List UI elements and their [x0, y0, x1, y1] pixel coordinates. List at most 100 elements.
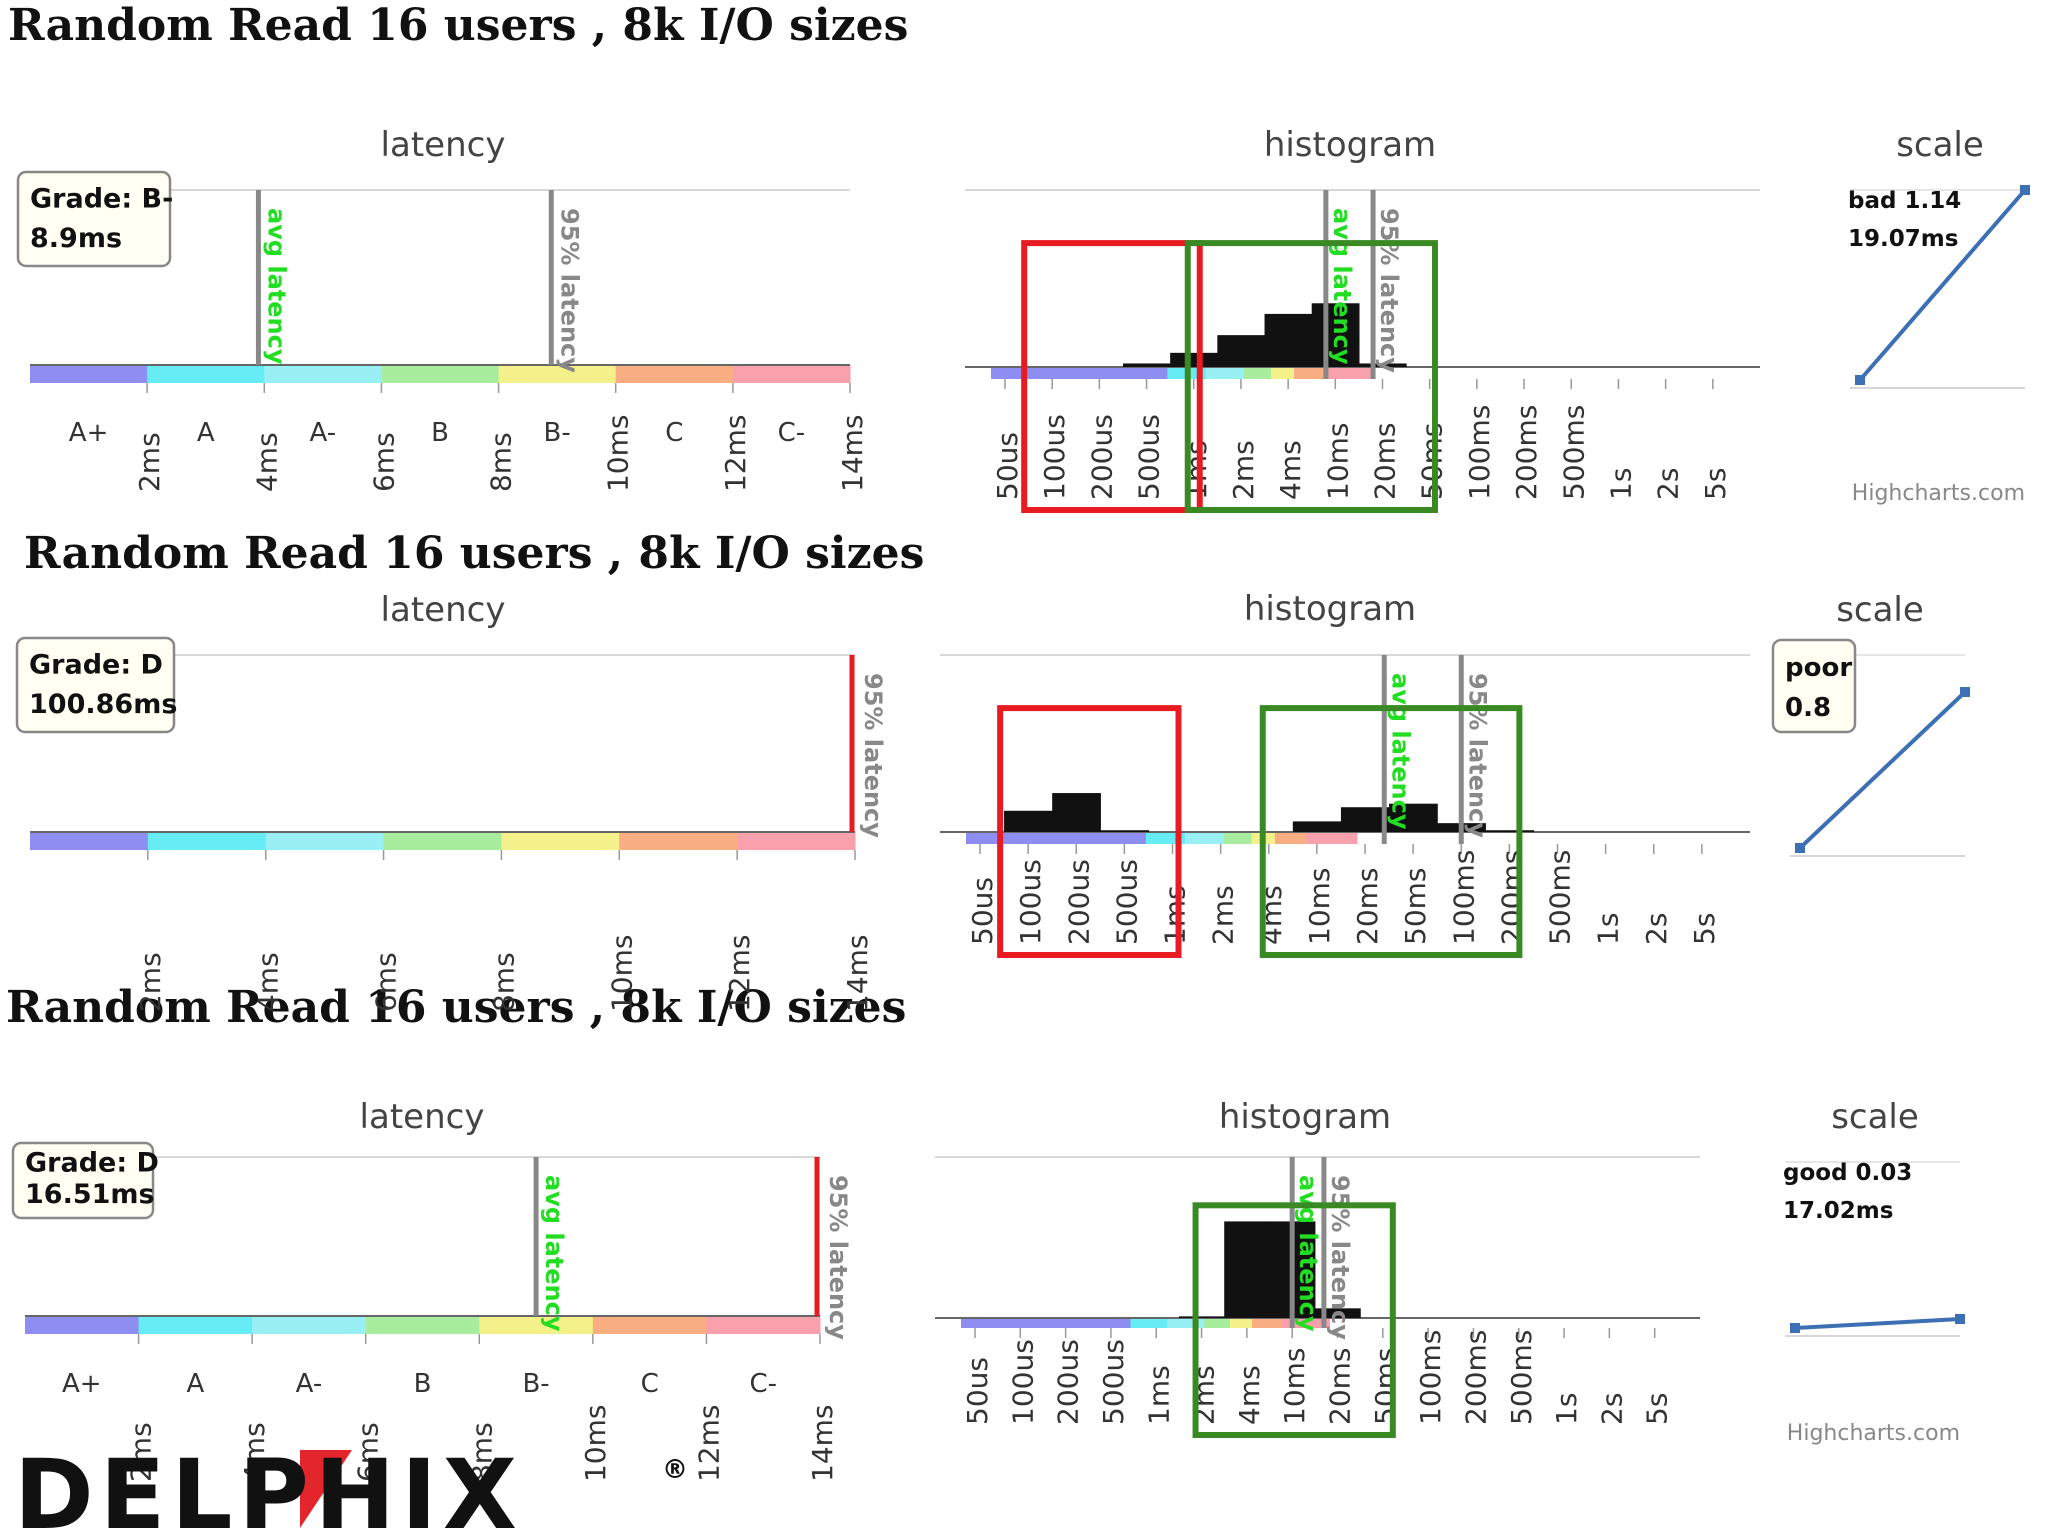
- axis-tick-label: 2s: [1640, 913, 1673, 945]
- axis-tick-label: 200us: [1062, 859, 1095, 945]
- axis-tick-label: 2ms: [1188, 1365, 1221, 1425]
- grade-band: [619, 832, 738, 850]
- histogram-bar: [1314, 1308, 1361, 1318]
- grade-label: Grade: D: [29, 650, 163, 681]
- axis-tick-label: 100ms: [1447, 850, 1480, 945]
- grade-band: [30, 832, 149, 850]
- grade-band: [138, 1316, 253, 1334]
- grade-box: [11, 1141, 155, 1220]
- axis-tick-label: 4ms: [1274, 440, 1307, 500]
- chart-title: scale: [1831, 1097, 1919, 1137]
- histogram-bar: [1052, 793, 1101, 832]
- latency-chart: latency 2ms 4ms 6ms 8ms 10ms 12ms 14ms 95% laten…: [15, 590, 887, 1012]
- grade-band: [966, 832, 1147, 844]
- axis-tick-label: 8ms: [465, 1422, 498, 1482]
- grade-band: [25, 1316, 140, 1334]
- axis-tick-label: 50us: [966, 877, 999, 945]
- avg-latency-label: avg latency: [1294, 1175, 1322, 1332]
- histogram-bar: [1358, 363, 1407, 367]
- axis-tick-label: 12ms: [692, 1405, 725, 1483]
- grade-band: [498, 365, 617, 383]
- grade-band-label: C: [641, 1369, 659, 1399]
- axis-tick-label: 4ms: [250, 432, 283, 492]
- p95-latency-label: 95% latency: [1375, 208, 1403, 373]
- axis-tick-label: 50ms: [1399, 868, 1432, 946]
- grade-band-label: C-: [778, 418, 806, 448]
- grade-value: 100.86ms: [29, 689, 177, 720]
- axis-tick-label: 5s: [1641, 1393, 1674, 1425]
- axis-tick-label: 6ms: [367, 432, 400, 492]
- chart-title: histogram: [1244, 589, 1416, 629]
- histogram-chart: histogram 50us 100us 200us 500us 1ms 2ms 4ms 10m…: [965, 125, 1760, 513]
- axis-tick-label: 100us: [1038, 414, 1071, 500]
- axis-tick-label: 2ms: [1207, 885, 1240, 945]
- axis-tick-label: 10ms: [579, 1405, 612, 1483]
- histogram-bar: [1485, 830, 1535, 832]
- grade-band: [1252, 1318, 1283, 1328]
- axis-tick-label: 200us: [1085, 414, 1118, 500]
- histogram-bar: [1100, 830, 1150, 832]
- chart-title: latency: [381, 590, 506, 630]
- p95-latency-label: 95% latency: [1463, 673, 1491, 838]
- axis-tick-label: 1ms: [1159, 885, 1192, 945]
- chart-title: scale: [1836, 590, 1924, 630]
- histogram-chart: histogram 50us 100us 200us 500us 1ms 2ms 4ms 10m…: [940, 589, 1750, 958]
- latency-chart: latency 2ms 4ms 6ms 8ms 10ms 12ms 14ms A+ A A- B B- C…: [16, 125, 869, 493]
- axis-tick-label: 2ms: [1227, 440, 1260, 500]
- axis-tick-label: 2ms: [125, 1422, 158, 1482]
- grade-band-label: B: [414, 1369, 432, 1399]
- grade-band-label: B-: [544, 418, 571, 448]
- axis-tick-label: 500ms: [1505, 1330, 1538, 1425]
- axis-tick-label: 6ms: [352, 1422, 385, 1482]
- axis-tick-label: 200ms: [1510, 405, 1543, 500]
- scale-label-line2: 17.02ms: [1783, 1198, 1893, 1224]
- grade-band: [592, 1316, 707, 1334]
- grade-band-label: A-: [310, 418, 337, 448]
- highcharts-watermark: Highcharts.com: [1787, 1421, 1960, 1446]
- axis-tick-label: 14ms: [836, 415, 869, 493]
- axis-tick-label: 8ms: [487, 952, 520, 1012]
- histogram-bar: [1340, 807, 1390, 832]
- logo-accent-shape: [300, 1450, 352, 1528]
- axis-tick-label: 10ms: [1303, 868, 1336, 946]
- axis-tick-label: 1s: [1604, 468, 1637, 500]
- scale-label-line2: 19.07ms: [1848, 226, 1958, 252]
- axis-tick-label: 10ms: [602, 415, 635, 493]
- highlight-box-slow: [997, 705, 1182, 958]
- latency-chart: latency 2ms 4ms 6ms 8ms 10ms 12ms 14ms A+ A A- B B- C…: [11, 1097, 852, 1483]
- grade-band-label: C-: [749, 1369, 777, 1399]
- scale-line: [1794, 1317, 1961, 1330]
- axis-tick-label: 200ms: [1459, 1330, 1492, 1425]
- grade-band: [615, 365, 734, 383]
- axis-tick-label: 100us: [1014, 859, 1047, 945]
- scale-chart: scale bad 1.14 19.07ms: [1848, 125, 2030, 389]
- grade-band-label: B: [431, 418, 449, 448]
- p95-latency-label: 95% latency: [555, 208, 583, 373]
- axis-tick-label: 500us: [1097, 1339, 1130, 1425]
- axis-tick-label: 4ms: [1233, 1365, 1266, 1425]
- grade-box: [15, 636, 176, 734]
- grade-band: [706, 1316, 821, 1334]
- avg-latency-label: avg latency: [262, 208, 290, 365]
- grade-band-label: A: [186, 1369, 204, 1399]
- histogram-bar: [1389, 803, 1438, 832]
- grade-band: [961, 1318, 1132, 1328]
- avg-latency-label: avg latency: [1328, 208, 1356, 365]
- axis-tick-label: 5s: [1688, 913, 1721, 945]
- highlight-box-fast: [1184, 240, 1438, 513]
- histogram-bar: [1264, 313, 1313, 367]
- grade-band: [1270, 367, 1295, 379]
- grade-band: [1205, 367, 1245, 379]
- grade-label: Grade: D: [25, 1148, 159, 1179]
- axis-tick-label: 1ms: [1180, 440, 1213, 500]
- scale-line: [1858, 188, 2027, 382]
- panel-title: Random Read 16 users , 8k I/O sizes: [6, 982, 906, 1033]
- grade-band-label: C: [665, 418, 683, 448]
- grade-band: [264, 365, 382, 383]
- avg-latency-label: avg latency: [1386, 673, 1414, 830]
- grade-band: [30, 365, 148, 383]
- grade-band: [479, 1316, 594, 1334]
- scale-label-line2: 0.8: [1785, 693, 1831, 723]
- axis-tick-label: 10ms: [1278, 1348, 1311, 1426]
